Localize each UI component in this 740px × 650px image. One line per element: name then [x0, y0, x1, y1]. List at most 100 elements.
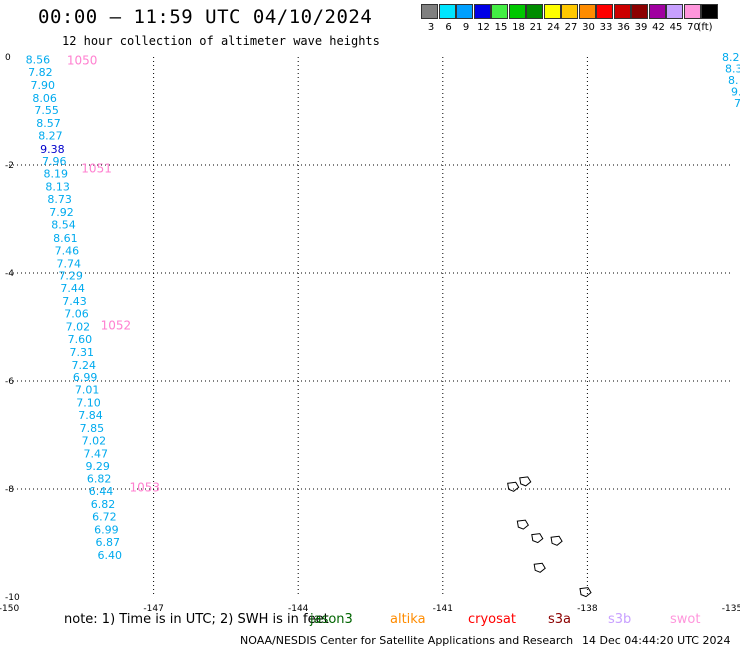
- legend-label: 15: [494, 22, 508, 33]
- x-tick-label: -138: [577, 604, 598, 614]
- swh-value: 6.72: [92, 511, 117, 524]
- swh-value: 7.46: [55, 244, 80, 257]
- swh-value: 6.40: [97, 549, 122, 562]
- swh-value: 7.55: [34, 104, 59, 117]
- legend-swatch: [473, 4, 491, 19]
- legend-label: 9: [462, 22, 470, 33]
- y-tick-label: -8: [5, 485, 14, 495]
- pass-time-label: 1050: [67, 54, 98, 68]
- swh-value: 6.87: [96, 536, 121, 549]
- swh-value: 7.84: [78, 409, 103, 422]
- legend-swatch: [561, 4, 578, 19]
- legend-swatch: [596, 4, 613, 19]
- y-tick-label: -10: [5, 593, 20, 603]
- swh-value: 8.73: [47, 193, 72, 206]
- legend-label: 45: [669, 22, 683, 33]
- x-tick-label: -141: [433, 604, 453, 614]
- island-outline: [516, 519, 529, 530]
- swh-value: 8.54: [51, 218, 76, 231]
- satellite-s3b: s3b: [608, 612, 632, 627]
- swh-value: 7.06: [64, 308, 89, 321]
- legend-label: 70: [687, 22, 700, 33]
- island-outline: [533, 562, 546, 573]
- swh-value: 7.47: [84, 447, 109, 460]
- swh-value: 7.90: [30, 79, 55, 92]
- swh-value: 7.85: [80, 422, 105, 435]
- credit-line: NOAA/NESDIS Center for Satellite Applica…: [240, 634, 574, 647]
- legend-label: 3: [427, 22, 435, 33]
- pass-time-label: 1053: [130, 480, 161, 494]
- legend-swatch: [491, 4, 508, 19]
- swh-value: 6.82: [87, 473, 112, 486]
- swh-value-edge: 8.: [728, 74, 739, 87]
- legend-label: 39: [634, 22, 648, 33]
- swh-value: 8.27: [38, 129, 63, 142]
- legend-label: 42: [652, 22, 665, 33]
- legend-label: 33: [599, 22, 613, 33]
- legend-swatch: [508, 4, 526, 19]
- swh-value: 8.61: [53, 232, 78, 245]
- y-tick-label: -2: [5, 161, 14, 171]
- satellite-s3a: s3a: [548, 612, 572, 627]
- swh-value: 8.06: [32, 92, 57, 105]
- y-tick-label: -6: [5, 377, 14, 387]
- legend-label: 24: [547, 22, 560, 33]
- swh-value: 7.10: [76, 397, 101, 410]
- swh-value-edge: 8.3: [725, 63, 740, 76]
- legend-unit: (ft): [697, 22, 713, 33]
- swh-value: 7.92: [49, 206, 74, 219]
- map-title: 00:00 – 11:59 UTC 04/10/2024: [38, 6, 373, 28]
- swh-value: 8.56: [26, 54, 51, 67]
- swh-value: 9.29: [85, 460, 110, 473]
- swh-value: 8.19: [44, 168, 69, 181]
- legend-swatch: [666, 4, 683, 19]
- generation-timestamp: 14 Dec 04:44:20 UTC 2024: [582, 634, 731, 647]
- legend-swatch: [648, 4, 666, 19]
- swh-value: 7.29: [58, 270, 83, 283]
- footer-note: note: 1) Time is in UTC; 2) SWH is in fe…: [64, 612, 329, 627]
- swh-value: 6.99: [73, 371, 98, 384]
- pass-time-label: 1052: [101, 318, 132, 332]
- island-outline: [507, 481, 520, 492]
- y-tick-label: 0: [5, 53, 11, 63]
- pass-time-label: 1051: [81, 162, 112, 176]
- satellite-altika: altika: [390, 612, 426, 627]
- legend-label: 27: [564, 22, 578, 33]
- legend-swatch: [526, 4, 543, 19]
- map-subtitle: 12 hour collection of altimeter wave hei…: [62, 34, 380, 48]
- legend-swatch: [438, 4, 456, 19]
- swh-value: 7.43: [62, 295, 87, 308]
- island-outline: [579, 587, 592, 598]
- swh-value: 7.24: [71, 359, 96, 372]
- legend-swatch: [701, 4, 718, 19]
- swh-value: 9.38: [40, 143, 65, 156]
- satellite-cryosat: cryosat: [468, 612, 516, 627]
- swh-value: 8.57: [36, 117, 61, 130]
- swh-value: 6.44: [89, 485, 114, 498]
- x-tick-label: -135: [722, 604, 740, 614]
- legend-swatch: [456, 4, 473, 19]
- x-tick-label: -147: [143, 604, 163, 614]
- swh-value: 7.60: [68, 333, 93, 346]
- satellite-swot: swot: [670, 612, 701, 627]
- swh-value: 7.31: [70, 346, 95, 359]
- legend-swatch: [613, 4, 631, 19]
- legend-label: 12: [477, 22, 490, 33]
- legend-label: 36: [617, 22, 630, 33]
- swh-value-edge: 8.29: [722, 51, 740, 64]
- legend-swatch: [578, 4, 596, 19]
- legend-label: 30: [582, 22, 595, 33]
- swh-value: 7.96: [42, 155, 67, 168]
- swh-value: 6.99: [94, 524, 119, 537]
- legend-label: 18: [512, 22, 525, 33]
- legend-label: 6: [445, 22, 452, 33]
- satellite-jason3: jason3: [310, 612, 353, 627]
- island-outline: [550, 535, 563, 546]
- swh-value: 8.13: [45, 181, 70, 194]
- legend-swatch: [683, 4, 701, 19]
- y-tick-label: -4: [5, 269, 14, 279]
- x-tick-label: -144: [288, 604, 309, 614]
- swh-value-edge: 9.: [731, 86, 740, 99]
- island-outline: [531, 533, 544, 544]
